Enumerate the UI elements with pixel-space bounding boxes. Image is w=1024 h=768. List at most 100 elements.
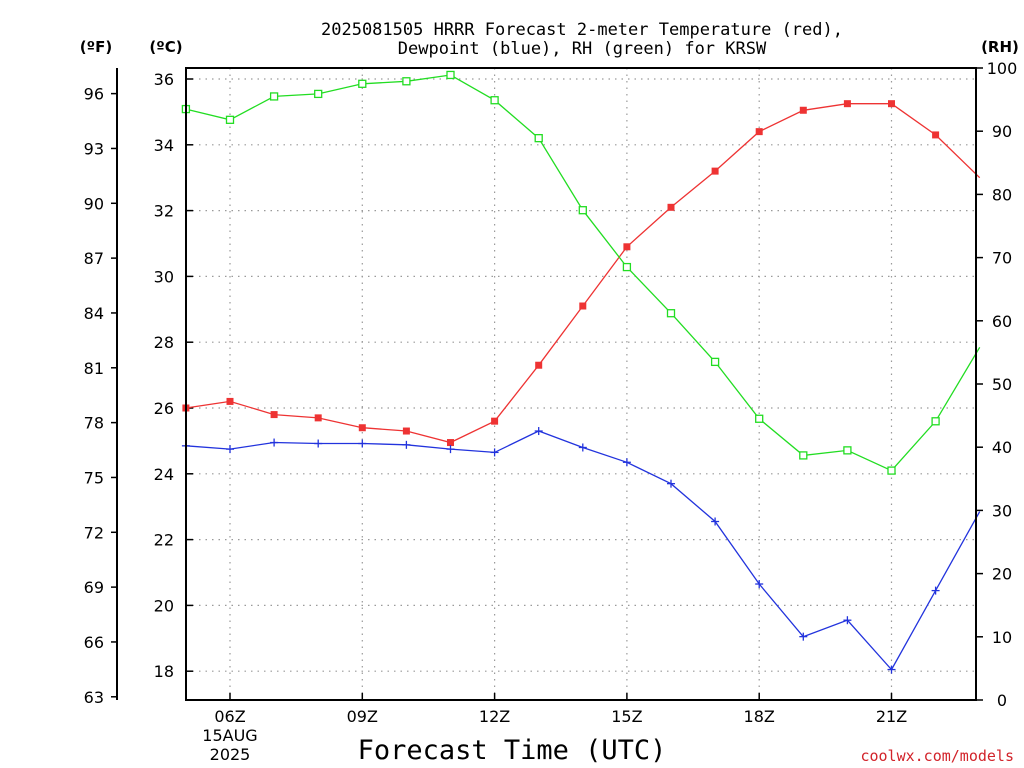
temperature-point [932,131,940,139]
temperature-point [314,414,322,422]
rh-point [666,309,676,318]
date-label: 15AUG [202,726,257,745]
dewpoint-point [226,445,234,454]
celsius-unit-label: (ºC) [149,38,182,56]
temperature-point [711,167,719,175]
rh-point [269,92,279,101]
x-tick-label: 15Z [611,707,642,726]
rh-tick-label: 70 [992,249,1012,268]
x-tick-label: 21Z [876,707,907,726]
rh-point [887,466,896,475]
celsius-tick-label: 28 [154,333,174,352]
dewpoint-point [446,445,455,454]
celsius-tick-label: 34 [154,136,174,155]
rh-series-line [185,74,981,472]
fahrenheit-tick-label: 81 [84,359,104,378]
x-tick-label: 06Z [214,707,245,726]
rh-point [314,89,323,99]
rh-point [578,206,587,215]
fahrenheit-unit-label: (ºF) [80,38,112,56]
celsius-tick-label: 24 [154,465,174,484]
rh-point [799,451,808,460]
rh-point [710,357,720,367]
temperature-point [799,106,807,114]
celsius-tick-label: 26 [154,399,174,418]
rh-tick-label: 80 [992,185,1012,204]
temperature-point [755,128,763,136]
rh-tick-label: 40 [992,438,1012,457]
temperature-point [667,203,675,211]
temperature-point [226,397,234,405]
celsius-tick-label: 18 [154,662,174,681]
rh-tick-label: 10 [992,628,1012,647]
rh-point [358,79,367,88]
temperature-point [843,100,851,108]
dewpoint-point [843,616,852,625]
temperature-point [535,361,543,369]
x-axis-label: Forecast Time (UTC) [358,735,667,766]
rh-point [755,414,764,423]
temperature-point [623,243,631,251]
fahrenheit-tick-label: 72 [84,523,104,542]
celsius-tick-label: 22 [154,531,174,550]
fahrenheit-tick-label: 63 [84,688,104,707]
celsius-tick-label: 20 [154,596,174,615]
rh-point [446,70,455,80]
dewpoint-point [270,438,279,447]
dewpoint-point [402,440,411,449]
temperature-point [447,439,454,447]
plot-frame [185,67,977,701]
dewpoint-point [667,479,675,488]
dewpoint-point [314,439,323,448]
series-layer [181,70,981,674]
celsius-tick-label: 32 [154,202,174,221]
dewpoint-point [711,517,720,526]
rh-point [225,115,235,124]
fahrenheit-tick-label: 87 [84,249,104,268]
rh-tick-label: 50 [992,375,1012,394]
chart-title-line2: Dewpoint (blue), RH (green) for KRSW [398,39,767,59]
temperature-point [491,417,499,425]
credit-text: coolwx.com/models [860,747,1014,765]
temperature-series-line [185,103,981,444]
dewpoint-point [755,580,764,589]
x-tick-label: 12Z [479,707,510,726]
celsius-tick-label: 36 [154,70,174,89]
rh-point [534,134,543,143]
dewpoint-point [490,448,499,457]
fahrenheit-tick-label: 66 [84,633,104,652]
fahrenheit-tick-label: 93 [84,139,104,158]
fahrenheit-tick-label: 75 [84,468,104,487]
dewpoint-point [358,439,367,448]
temperature-point [402,427,410,435]
fahrenheit-tick-label: 78 [84,414,104,433]
rh-point [931,417,940,426]
fahrenheit-tick-label: 84 [84,304,104,323]
rh-point [490,96,499,105]
dewpoint-point [931,586,940,595]
dewpoint-point [578,443,587,452]
dewpoint-point [799,632,808,641]
rh-tick-label: 100 [987,59,1018,78]
dewpoint-point [887,665,896,674]
x-tick-label: 09Z [347,707,378,726]
temperature-point [579,302,587,310]
rh-tick-label: 0 [997,691,1007,710]
year-label: 2025 [210,745,251,764]
celsius-tick-label: 30 [154,267,174,286]
dewpoint-point [534,427,543,436]
dewpoint-series-line [185,430,981,671]
chart-title-line1: 2025081505 HRRR Forecast 2-meter Tempera… [321,20,843,40]
rh-point [622,262,632,272]
rh-point [402,77,411,86]
x-tick-label: 18Z [744,707,775,726]
grid-layer [186,68,976,700]
rh-unit-label: (RH) [981,38,1019,56]
fahrenheit-tick-label: 69 [84,578,104,597]
rh-tick-label: 30 [992,501,1012,520]
dewpoint-point [622,458,631,467]
rh-tick-label: 60 [992,312,1012,331]
temperature-point [888,100,895,108]
